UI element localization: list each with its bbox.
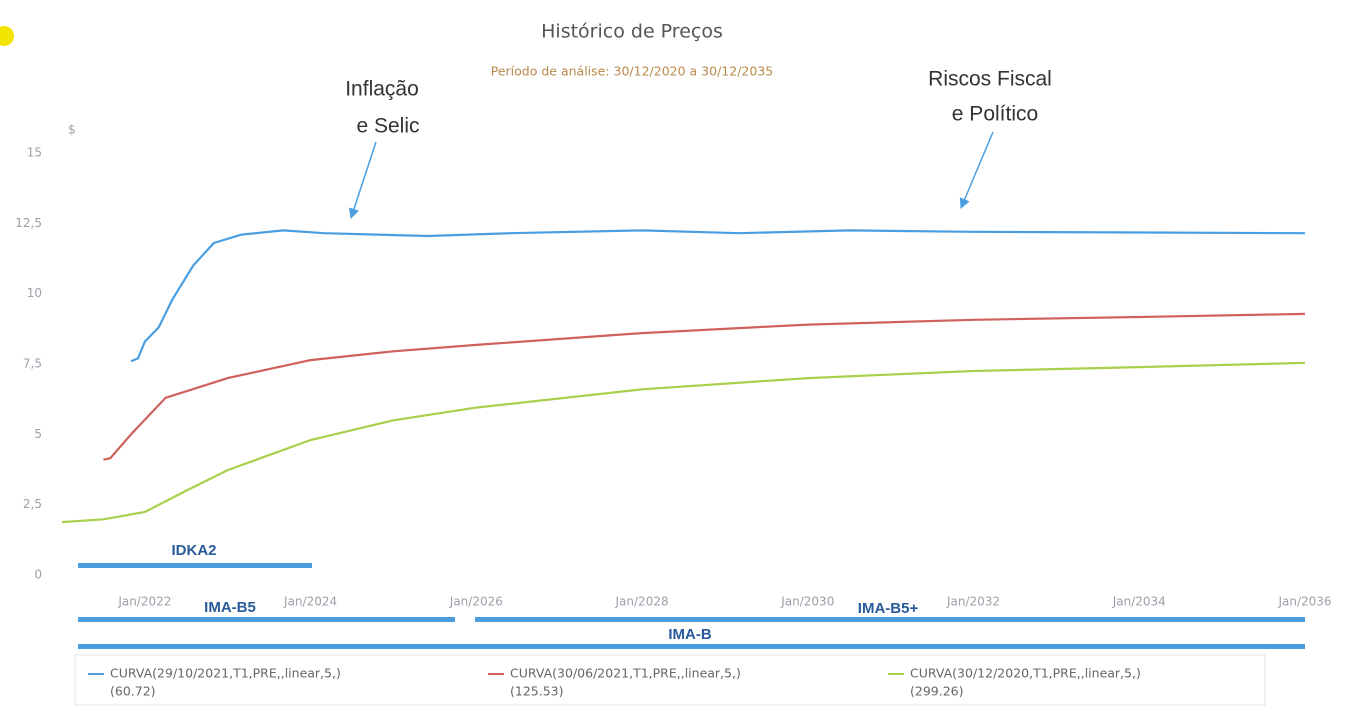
x-tick-label: Jan/2030 [780,595,834,609]
chart-subtitle: Período de análise: 30/12/2020 a 30/12/2… [491,64,773,79]
legend-note: (60.72) [110,684,156,699]
series-line [130,229,1306,363]
annotation: Inflação [345,78,419,101]
y-tick-label: 0 [34,568,42,582]
x-tick-label: Jan/2034 [1112,595,1166,609]
legend-note: (125.53) [510,684,564,699]
legend-label: CURVA(29/10/2021,T1,PRE,,linear,5,) [110,666,341,681]
y-tick-label: 15 [27,146,42,160]
y-tick-label: 5 [34,427,42,441]
legend-note: (299.26) [910,684,964,699]
annotation: Riscos Fiscal [928,68,1052,91]
series-line [103,312,1306,461]
annotation-arrow [348,141,377,219]
annotation: e Político [952,103,1038,126]
legend-label: CURVA(30/06/2021,T1,PRE,,linear,5,) [510,666,741,681]
index-band-label: IMA-B [668,626,711,643]
legend-box [74,654,1266,706]
index-band [78,563,312,568]
index-band-label: IMA-B5 [204,599,256,616]
x-tick-label: Jan/2028 [615,595,669,609]
y-tick-label: 2,5 [23,497,42,511]
y-axis-label: $ [68,123,76,137]
x-tick-label: Jan/2022 [117,595,171,609]
index-band [475,617,1305,622]
index-band-label: IMA-B5+ [858,600,919,617]
x-tick-label: Jan/2032 [946,595,1000,609]
index-band-label: IDKA2 [171,542,216,559]
x-tick-label: Jan/2036 [1277,595,1331,609]
annotation: e Selic [356,115,419,138]
x-tick-label: Jan/2024 [283,595,337,609]
legend-label: CURVA(30/12/2020,T1,PRE,,linear,5,) [910,666,1141,681]
index-band [78,617,455,622]
y-tick-label: 12,5 [15,216,42,230]
marker-dot [0,26,14,46]
index-band [78,644,1305,649]
x-tick-label: Jan/2026 [449,595,503,609]
annotation-arrow [959,131,994,209]
y-tick-label: 10 [27,286,42,300]
y-tick-label: 7,5 [23,357,42,371]
series-line [61,361,1306,524]
chart-title: Histórico de Preços [541,21,723,43]
